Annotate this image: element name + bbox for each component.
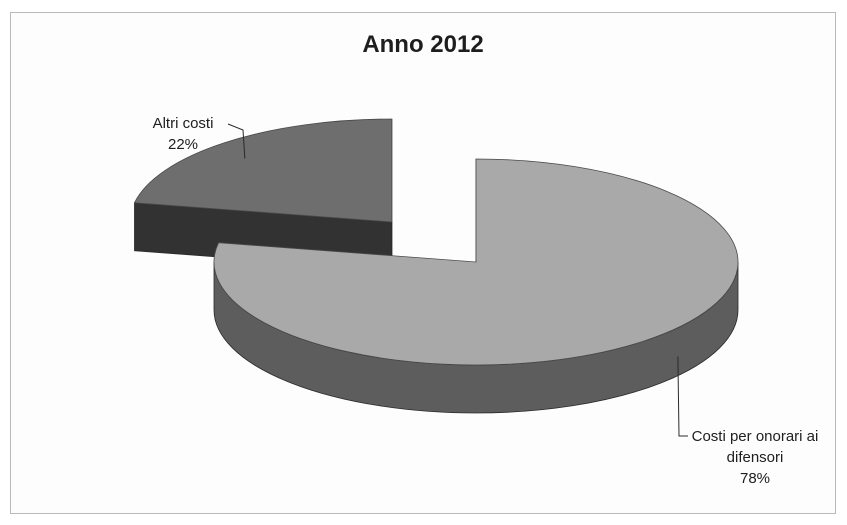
slice-percent-label: 22% [168, 136, 198, 153]
label-leader-line [227, 123, 246, 159]
pie-slice-costi-per-onorari-ai-difensori [213, 158, 739, 414]
slice-top-face [133, 118, 393, 223]
slice-name-label: Altri costi [153, 115, 214, 132]
slice-label: Altri costi 22% [153, 115, 214, 153]
slice-name-label: Costi per onorari ai [692, 428, 819, 445]
slice-top-face [213, 158, 739, 366]
chart-title: Anno 2012 [362, 31, 484, 58]
slice-percent-label: 78% [740, 470, 770, 487]
label-leader-line [677, 356, 688, 437]
slice-label: Costi per onorari ai difensori 78% [692, 428, 819, 487]
slice-name-label: difensori [727, 449, 784, 466]
